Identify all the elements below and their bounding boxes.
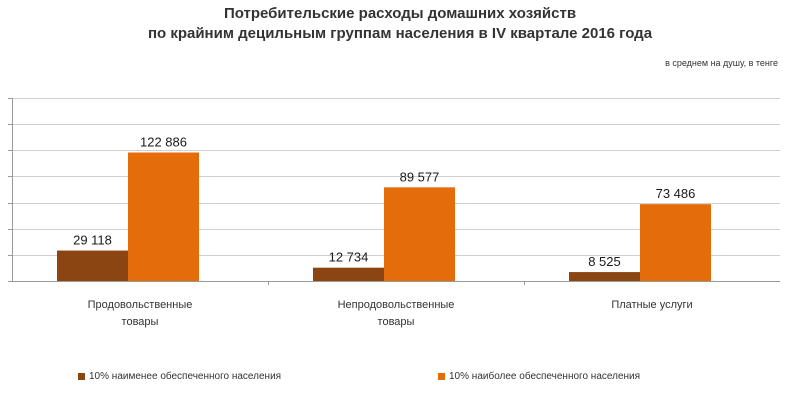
category-label-1: товары <box>122 316 159 328</box>
legend-label-high: 10% наиболее обеспеченного населения <box>449 371 641 382</box>
category-label-3: Платные услуги <box>611 299 692 311</box>
bar-high-3 <box>640 204 711 281</box>
data-label-low-2: 12 734 <box>329 250 369 265</box>
chart-title: Потребительские расходы домашних хозяйст… <box>0 4 800 44</box>
legend-item-high: 10% наиболее обеспеченного населения <box>438 371 640 382</box>
data-label-low-1: 29 118 <box>73 233 112 248</box>
category-label-2: товары <box>378 316 415 328</box>
chart-title-line-1: Потребительские расходы домашних хозяйст… <box>223 5 577 22</box>
legend-label-low: 10% наименее обеспеченного населения <box>89 371 282 382</box>
chart-title-line-2: по крайним децильным группам населения в… <box>147 25 653 42</box>
legend-swatch-low <box>78 373 85 380</box>
bar-high-1 <box>128 152 199 281</box>
legend-item-low: 10% наименее обеспеченного населения <box>78 371 281 382</box>
bar-high-2 <box>384 187 455 281</box>
unit-note: в среднем на душу, в тенге <box>665 58 778 68</box>
data-label-high-3: 73 486 <box>656 186 696 201</box>
category-label-2: Непродовольственные <box>338 299 455 311</box>
data-label-high-1: 122 886 <box>140 134 187 149</box>
data-label-high-2: 89 577 <box>400 169 440 184</box>
legend-swatch-high <box>438 373 445 380</box>
bar-low-1 <box>57 250 128 281</box>
category-label-1: Продовольственные <box>88 299 193 311</box>
bar-low-2 <box>313 267 384 281</box>
bar-low-3 <box>569 272 640 281</box>
data-label-low-3: 8 525 <box>588 254 621 269</box>
